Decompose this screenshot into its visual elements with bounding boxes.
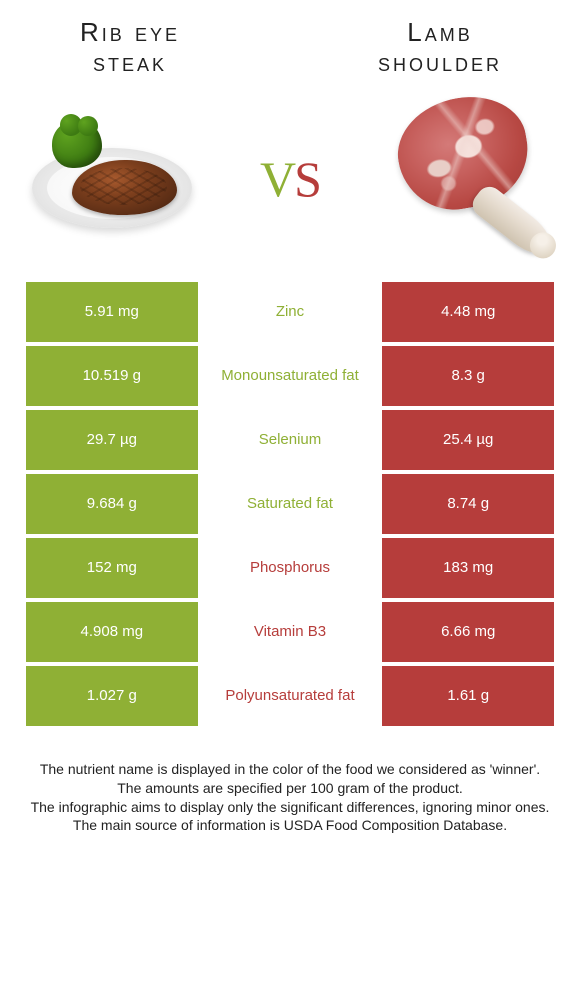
food-title-right-line2: shoulder: [378, 47, 502, 77]
nutrient-row: 29.7 µgSelenium25.4 µg: [26, 410, 554, 470]
nutrient-label: Vitamin B3: [202, 602, 379, 662]
food-title-right: Lamb shoulder: [330, 18, 550, 78]
images-row: vs: [0, 78, 580, 278]
nutrient-value-right: 8.3 g: [382, 346, 554, 406]
nutrient-value-right: 6.66 mg: [382, 602, 554, 662]
nutrient-value-left: 29.7 µg: [26, 410, 198, 470]
food-image-left: [22, 98, 202, 248]
footnote-line: The amounts are specified per 100 gram o…: [16, 779, 564, 798]
steak-plate-icon: [32, 118, 192, 228]
footnote-line: The main source of information is USDA F…: [16, 816, 564, 835]
nutrient-label: Zinc: [202, 282, 379, 342]
nutrient-row: 1.027 gPolyunsaturated fat1.61 g: [26, 666, 554, 726]
food-title-left-line1: Rib eye: [80, 17, 180, 47]
nutrient-value-left: 10.519 g: [26, 346, 198, 406]
nutrient-row: 5.91 mgZinc4.48 mg: [26, 282, 554, 342]
nutrient-row: 10.519 gMonounsaturated fat8.3 g: [26, 346, 554, 406]
nutrient-value-left: 1.027 g: [26, 666, 198, 726]
nutrient-label: Phosphorus: [202, 538, 379, 598]
food-title-left: Rib eye steak: [30, 18, 230, 78]
food-title-right-line1: Lamb: [407, 17, 472, 47]
comparison-table: 5.91 mgZinc4.48 mg10.519 gMonounsaturate…: [22, 278, 558, 730]
nutrient-value-right: 25.4 µg: [382, 410, 554, 470]
comparison-table-wrap: 5.91 mgZinc4.48 mg10.519 gMonounsaturate…: [0, 278, 580, 730]
nutrient-value-right: 8.74 g: [382, 474, 554, 534]
footnote-line: The infographic aims to display only the…: [16, 798, 564, 817]
food-title-left-line2: steak: [93, 47, 167, 77]
vs-label: vs: [260, 131, 320, 214]
vs-v: v: [260, 132, 294, 212]
nutrient-label: Saturated fat: [202, 474, 379, 534]
nutrient-label: Selenium: [202, 410, 379, 470]
nutrient-label: Monounsaturated fat: [202, 346, 379, 406]
nutrient-value-left: 152 mg: [26, 538, 198, 598]
nutrient-row: 4.908 mgVitamin B36.66 mg: [26, 602, 554, 662]
nutrient-value-right: 183 mg: [382, 538, 554, 598]
nutrient-value-left: 9.684 g: [26, 474, 198, 534]
nutrient-value-right: 1.61 g: [382, 666, 554, 726]
lamb-shoulder-icon: [383, 98, 553, 248]
nutrient-value-left: 4.908 mg: [26, 602, 198, 662]
footnote-line: The nutrient name is displayed in the co…: [16, 760, 564, 779]
nutrient-label: Polyunsaturated fat: [202, 666, 379, 726]
food-image-right: [378, 98, 558, 248]
nutrient-row: 152 mgPhosphorus183 mg: [26, 538, 554, 598]
footnotes: The nutrient name is displayed in the co…: [0, 730, 580, 836]
nutrient-value-left: 5.91 mg: [26, 282, 198, 342]
nutrient-value-right: 4.48 mg: [382, 282, 554, 342]
header-titles: Rib eye steak Lamb shoulder: [0, 0, 580, 78]
nutrient-row: 9.684 gSaturated fat8.74 g: [26, 474, 554, 534]
vs-s: s: [294, 132, 320, 212]
